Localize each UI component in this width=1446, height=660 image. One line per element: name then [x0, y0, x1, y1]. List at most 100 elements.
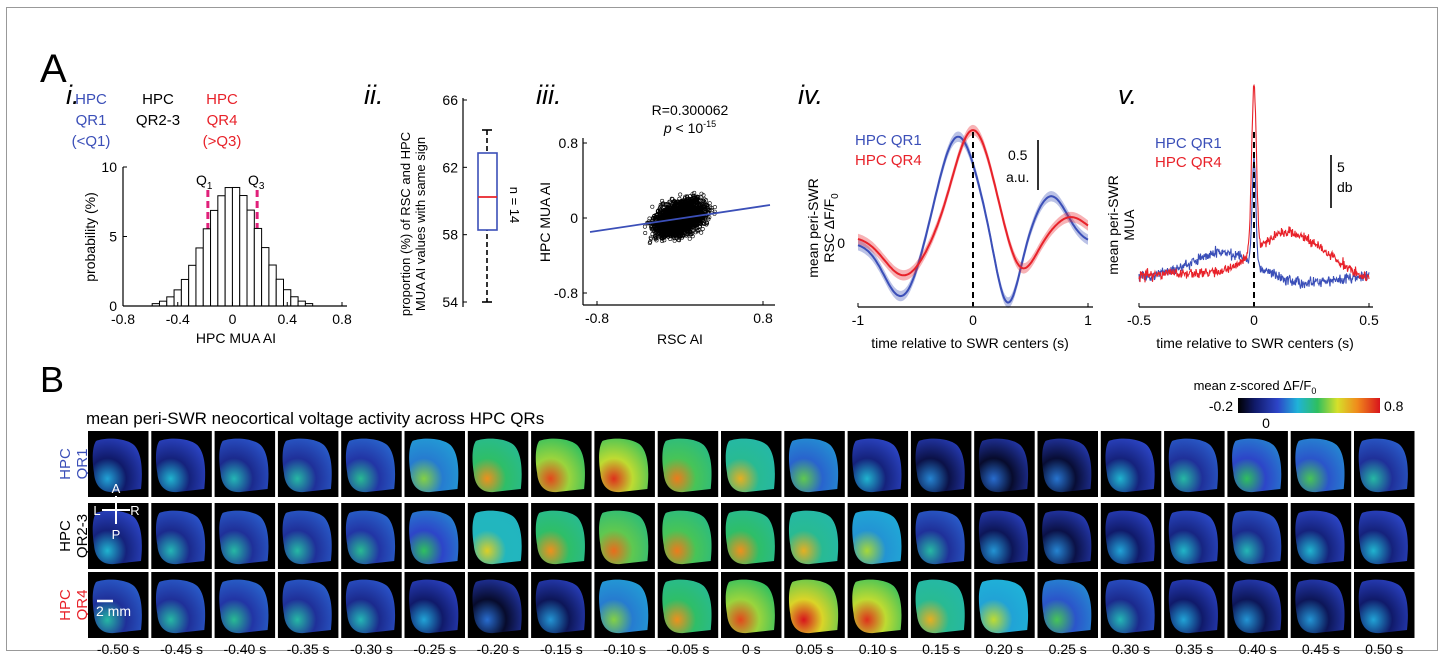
scatter-point	[686, 222, 691, 227]
scatter-point	[659, 216, 664, 221]
brain-tile	[910, 572, 972, 638]
brain-tile	[721, 572, 782, 638]
cortex-map	[345, 438, 396, 493]
scatter-point	[654, 238, 659, 243]
qr-group-label-0-1: QR1	[76, 112, 107, 129]
brain-tile	[1037, 572, 1098, 638]
scatter-point	[665, 206, 670, 211]
scatter-point	[653, 236, 658, 241]
cortex-map	[662, 438, 712, 493]
cortex-map	[915, 510, 965, 565]
scatter-point	[643, 231, 648, 236]
legend-qr4: HPC QR4	[855, 152, 922, 169]
qr-group-labels: HPC QR1 (<Q1) HPC QR2-3 HPC QR4 (>Q3)	[72, 91, 242, 150]
brain-tile	[974, 431, 1035, 497]
correlation-r-label: R=0.300062	[652, 102, 729, 118]
brain-tile	[1290, 572, 1352, 638]
scatter-point	[681, 211, 686, 216]
brain-tile	[404, 431, 465, 497]
brain-tile	[1227, 431, 1288, 497]
scatter-point	[700, 227, 705, 232]
panel-iii-ticks: -0.8 0.8 0.8 0 -0.8	[554, 135, 773, 326]
cortex-map	[788, 579, 839, 634]
brain-tile	[531, 572, 592, 638]
cortex-map	[1295, 510, 1345, 565]
scatter-point	[664, 226, 669, 231]
panel-iii: iii. R=0.300062 p < 10-15 -0.8 0.80.80-0.…	[536, 80, 775, 347]
cortex-map	[788, 510, 839, 565]
cortex-map	[409, 579, 459, 634]
scatter-point	[677, 202, 682, 207]
cortex-map	[92, 579, 142, 634]
scatter-point	[673, 208, 678, 213]
qr-group-label-2-2: (>Q3)	[203, 133, 242, 150]
scatter-point	[681, 207, 686, 212]
histogram-bar	[158, 300, 168, 307]
scatter-point	[695, 229, 700, 234]
cortex-map	[282, 579, 332, 634]
scatter-point	[667, 213, 672, 218]
brain-tile	[531, 503, 592, 569]
panel-v-numeral: v.	[1118, 80, 1137, 110]
cortex-map	[1232, 579, 1282, 634]
cortex-map	[1358, 579, 1408, 634]
panel-ii: ii. proportion (%) of RSC and HPC MUA AI…	[364, 80, 522, 316]
cortex-map	[155, 510, 206, 565]
brain-tile	[847, 503, 909, 569]
brain-tile	[1164, 431, 1225, 497]
colorbar	[1238, 398, 1380, 413]
scatter-point	[661, 232, 666, 237]
row-label-2-0: HPC	[57, 589, 74, 621]
cortex-map	[599, 579, 649, 634]
scatter-point	[668, 227, 673, 232]
scatter-point	[686, 229, 691, 234]
y-tick-label: 62	[442, 159, 458, 175]
qr4-curve-mean-line	[857, 129, 1089, 277]
cortex-map	[662, 510, 712, 565]
scatter-point	[667, 231, 672, 236]
brain-tile	[467, 503, 529, 569]
panel-iv-ytick: 0	[837, 235, 845, 251]
brain-tile	[277, 431, 339, 497]
panel-iv-xlabel: time relative to SWR centers (s)	[871, 335, 1069, 351]
panel-i-numeral: i.	[66, 80, 80, 110]
histogram-bar	[210, 209, 219, 307]
orient-r: R	[130, 503, 139, 518]
panel-iii-xlabel: RSC AI	[657, 331, 703, 347]
cortex-map	[1295, 579, 1345, 634]
cortex-map	[345, 579, 396, 634]
scatter-point	[687, 209, 692, 214]
scatter-point	[679, 224, 684, 229]
histogram-bar	[166, 296, 175, 307]
brain-tile	[657, 503, 719, 569]
cortex-map	[472, 438, 522, 493]
scatter-point	[647, 216, 652, 221]
cortex-map	[409, 510, 459, 565]
n-label: n = 14	[507, 187, 522, 224]
orient-l: L	[93, 503, 100, 518]
cortex-map	[535, 579, 585, 634]
histogram-bar	[268, 264, 277, 307]
panel-i-xlabel: HPC MUA AI	[196, 330, 276, 346]
brain-tile	[847, 431, 909, 497]
scatter-points	[642, 190, 717, 246]
cortex-map	[535, 510, 585, 565]
time-label: -0.20 s	[477, 641, 520, 657]
brain-tile	[404, 572, 465, 638]
panel-v-xlabel: time relative to SWR centers (s)	[1156, 335, 1354, 351]
brain-tile	[151, 572, 212, 638]
histogram-bar	[188, 264, 197, 307]
scatter-point	[683, 227, 688, 232]
x-tick-label: -0.8	[111, 311, 135, 327]
brain-tile	[721, 503, 782, 569]
scatter-point	[697, 205, 702, 210]
scatter-point	[662, 209, 667, 214]
brain-tile	[910, 431, 972, 497]
brain-tile	[1037, 503, 1098, 569]
cortex-map	[725, 510, 775, 565]
brain-tile	[341, 572, 402, 638]
time-label: 0.30 s	[1112, 641, 1150, 657]
histogram-bar	[290, 296, 299, 307]
brain-tile	[594, 431, 655, 497]
scatter-point	[659, 204, 664, 209]
